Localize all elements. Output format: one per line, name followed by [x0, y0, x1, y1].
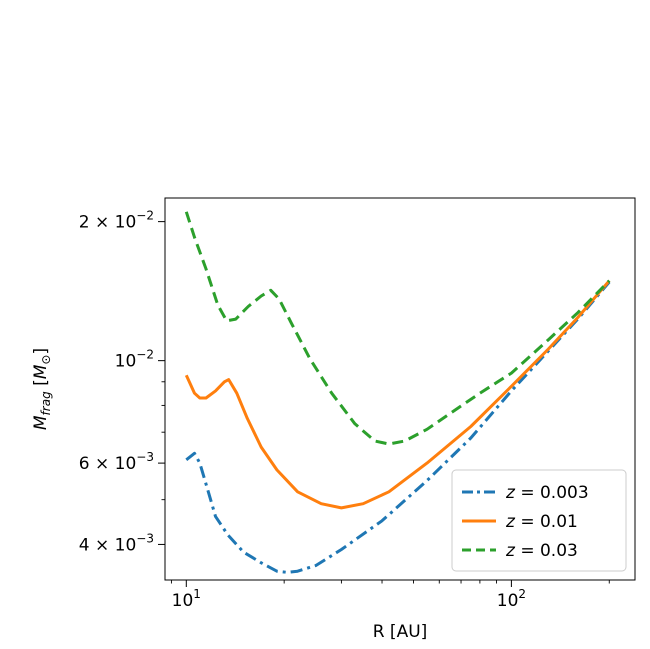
- legend-label-2: z = 0.01: [505, 512, 578, 532]
- series-line-1: [185, 281, 611, 574]
- y-axis-label: Mfrag [M⊙]: [31, 348, 53, 430]
- x-tick-label: 101: [172, 587, 201, 611]
- series-line-2: [184, 279, 611, 510]
- y-tick-label: 10−2: [115, 348, 154, 372]
- legend-label-1: z = 0.003: [505, 483, 589, 503]
- legend: z = 0.003 z = 0.01 z = 0.03: [451, 469, 627, 572]
- plot-lines: [184, 211, 611, 574]
- x-tick-label: 102: [497, 587, 526, 611]
- y-tick-label: 4 × 10−3: [79, 531, 154, 555]
- series-line-3: [184, 211, 611, 446]
- legend-label-3: z = 0.03: [505, 541, 578, 561]
- axes: 101 102 4 × 10−3 6 × 10−3 10−2 2 × 10−2: [79, 209, 610, 611]
- x-axis-label: R [AU]: [373, 622, 428, 642]
- legend-box: [451, 469, 627, 572]
- y-tick-label: 6 × 10−3: [79, 450, 154, 474]
- y-tick-label: 2 × 10−2: [79, 209, 154, 233]
- plot-frame: [164, 197, 636, 581]
